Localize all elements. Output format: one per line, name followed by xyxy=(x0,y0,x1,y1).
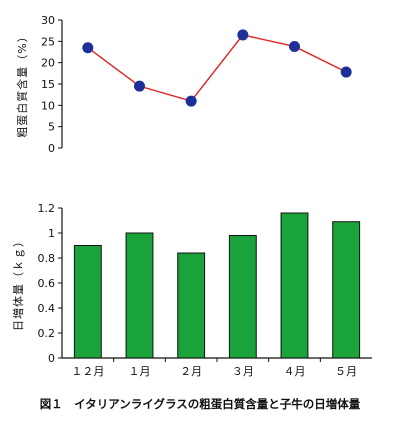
y-tick-label-weight-gain: 0.6 xyxy=(38,277,56,290)
x-tick-label-month: ５月 xyxy=(335,365,357,378)
y-tick-label-protein: 20 xyxy=(41,57,55,70)
y-tick-label-protein: 5 xyxy=(48,121,55,134)
figure-caption: 図１ イタリアンライグラスの粗蛋白質含量と子牛の日増体量 xyxy=(40,397,361,411)
y-tick-label-weight-gain: 0.8 xyxy=(38,252,56,265)
y-tick-label-weight-gain: 0.2 xyxy=(38,327,56,340)
protein-data-point xyxy=(134,80,145,92)
weight-gain-bar xyxy=(332,221,361,359)
x-tick-label-month: １月 xyxy=(129,365,151,378)
protein-data-point xyxy=(82,42,94,54)
protein-data-point xyxy=(340,66,352,78)
y-axis-label-weight-gain: 日増体量（ｋｇ） xyxy=(11,235,25,331)
x-tick-label-month: ２月 xyxy=(180,365,202,378)
y-tick-label-weight-gain: 0.4 xyxy=(38,302,56,315)
weight-gain-bar xyxy=(228,235,257,359)
protein-line-chart: 粗蛋白質含量（%） 0 5 10 15 20 25 30 xyxy=(15,14,352,155)
x-tick-label-month: ３月 xyxy=(232,365,254,378)
y-tick-label-protein: 25 xyxy=(41,35,55,48)
weight-gain-bar xyxy=(177,252,206,359)
protein-series-line xyxy=(87,34,347,102)
y-tick-label-protein: 15 xyxy=(41,78,55,91)
y-axis-label-protein: 粗蛋白質含量（%） xyxy=(15,30,29,137)
y-tick-label-weight-gain: 0 xyxy=(48,352,55,365)
x-tick-label-month: １２月 xyxy=(71,365,104,378)
y-tick-label-protein: 0 xyxy=(48,142,55,155)
x-tick-label-month: ４月 xyxy=(284,365,306,378)
y-tick-label-protein: 10 xyxy=(41,99,55,112)
protein-data-point xyxy=(237,29,249,41)
weight-gain-bar-chart: 日増体量（ｋｇ） 0 0.2 0.4 0.6 0.8 1 1.2 １２月 １月 ２月 ３月 ４月 ５月 xyxy=(11,202,372,378)
y-tick-label-weight-gain: 1.2 xyxy=(38,202,56,215)
weight-gain-bar xyxy=(73,245,102,359)
y-tick-label-protein: 30 xyxy=(41,14,55,27)
protein-data-point xyxy=(289,40,300,52)
protein-data-point xyxy=(185,95,197,107)
y-tick-label-weight-gain: 1 xyxy=(48,227,55,240)
weight-gain-bar xyxy=(280,212,309,359)
weight-gain-bar xyxy=(125,232,154,359)
